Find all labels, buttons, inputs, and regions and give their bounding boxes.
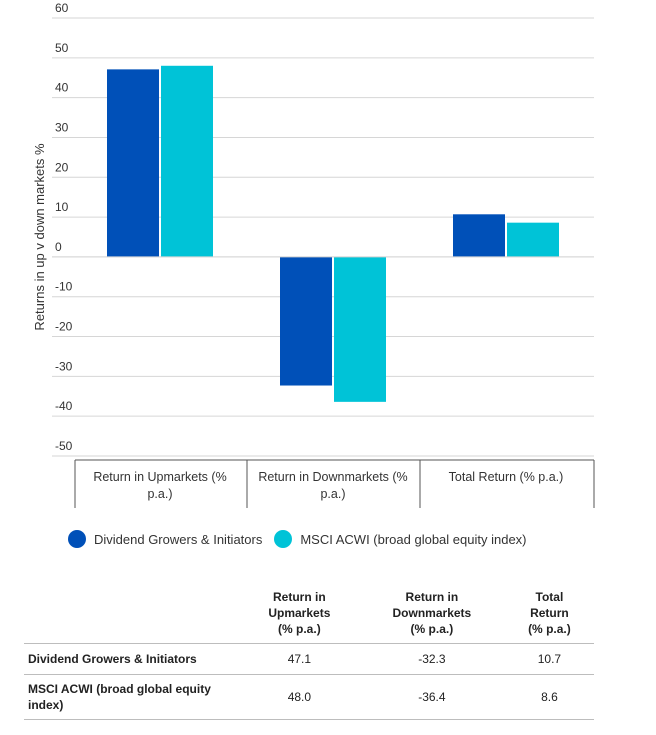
table-cell: 48.0 <box>239 674 359 720</box>
y-axis-label: Returns in up v down markets % <box>32 143 47 331</box>
y-tick-label: -30 <box>55 359 73 373</box>
bar-dividend-growers <box>453 214 505 257</box>
table-header-empty <box>24 585 240 644</box>
table-header-total-text: Total Return (% p.a.) <box>528 590 571 636</box>
y-tick-label: 0 <box>55 240 62 254</box>
legend-label-msci-acwi: MSCI ACWI (broad global equity index) <box>300 531 527 547</box>
y-tick-label: 40 <box>55 81 69 95</box>
table-header-downmarkets-text: Return in Downmarkets (% p.a.) <box>392 590 472 636</box>
y-tick-label: -20 <box>55 320 73 334</box>
chart-svg: 60 50 40 30 20 10 0 -10 -20 -30 -40 -50 Returns in u… <box>32 1 595 508</box>
y-tick-label: -40 <box>55 399 73 413</box>
table-cell: 8.6 <box>504 674 594 720</box>
legend: Dividend Growers & Initiators MSCI ACWI … <box>68 530 539 548</box>
y-tick-label: 10 <box>55 200 69 214</box>
table-row: Dividend Growers & Initiators 47.1 -32.3… <box>24 643 594 675</box>
table-row: MSCI ACWI (broad global equity index) 48… <box>24 674 594 720</box>
legend-item-dividend-growers[interactable]: Dividend Growers & Initiators <box>68 530 262 548</box>
bar-msci-acwi <box>507 222 559 257</box>
x-category-label: Return in Downmarkets (% p.a.) <box>258 470 407 501</box>
table-header-upmarkets-text: Return in Upmarkets (% p.a.) <box>268 590 331 636</box>
table-cell: -32.3 <box>358 643 505 675</box>
table-header-upmarkets: Return in Upmarkets (% p.a.) <box>239 585 359 644</box>
x-category-label: Total Return (% p.a.) <box>449 470 564 484</box>
legend-swatch-msci-acwi <box>274 530 293 548</box>
table-cell: -36.4 <box>358 674 505 720</box>
bar-dividend-growers <box>280 256 332 386</box>
table-header-total: Total Return (% p.a.) <box>504 585 594 644</box>
table-row-label-text: MSCI ACWI (broad global equity index) <box>28 682 211 712</box>
legend-swatch-dividend-growers <box>68 530 86 548</box>
bar-chart: 60 50 40 30 20 10 0 -10 -20 -30 -40 -50 Returns in u… <box>32 1 595 508</box>
y-tick-label: -50 <box>55 439 73 453</box>
table-cell: 47.1 <box>239 643 359 675</box>
y-tick-label: 30 <box>55 120 69 134</box>
table-header-downmarkets: Return in Downmarkets (% p.a.) <box>358 585 505 644</box>
table-row-label: Dividend Growers & Initiators <box>24 643 240 675</box>
y-tick-label: -10 <box>55 280 73 294</box>
x-category-label: Return in Upmarkets (% p.a.) <box>93 470 226 501</box>
legend-label-dividend-growers: Dividend Growers & Initiators <box>94 531 263 547</box>
legend-item-msci-acwi[interactable]: MSCI ACWI (broad global equity index) <box>274 530 527 548</box>
y-tick-label: 50 <box>55 41 69 55</box>
bar-msci-acwi <box>161 65 213 257</box>
data-table: Return in Upmarkets (% p.a.) Return in D… <box>24 585 594 720</box>
y-tick-label: 20 <box>55 160 69 174</box>
table-header-row: Return in Upmarkets (% p.a.) Return in D… <box>24 585 594 644</box>
bar-msci-acwi <box>334 256 386 402</box>
table-cell: 10.7 <box>504 643 594 675</box>
bar-dividend-growers <box>107 69 159 257</box>
table-row-label: MSCI ACWI (broad global equity index) <box>24 674 240 720</box>
y-tick-label: 60 <box>55 1 69 15</box>
